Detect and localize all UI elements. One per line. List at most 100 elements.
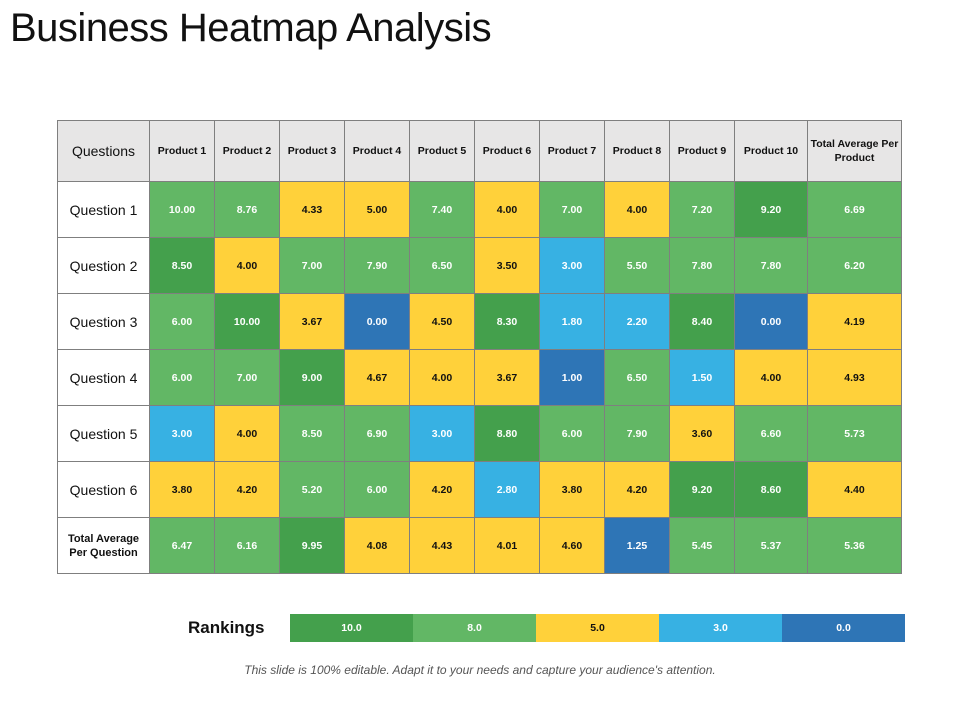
heatmap-cell: 4.19 (807, 293, 902, 350)
heatmap-cell: 7.90 (344, 237, 410, 294)
column-header: Product 1 (149, 120, 215, 182)
heatmap-row: Question 3 6.00 10.00 3.67 0.00 4.50 8.30 1.80 2… (57, 293, 902, 350)
row-label: Question 1 (57, 181, 150, 238)
heatmap-cell: 10.00 (149, 181, 215, 238)
heatmap-table: Questions Product 1 Product 2 Product 3 Pro… (57, 120, 902, 574)
heatmap-cell: 6.20 (807, 237, 902, 294)
heatmap-cell: 4.00 (214, 405, 280, 462)
heatmap-row: Question 1 10.00 8.76 4.33 5.00 7.40 4.00 7.00 4… (57, 181, 902, 238)
rankings-legend: 10.0 8.0 5.0 3.0 0.0 (290, 614, 905, 642)
heatmap-cell: 4.43 (409, 517, 475, 574)
heatmap-cell: 3.60 (669, 405, 735, 462)
corner-label: Questions (57, 120, 150, 182)
heatmap-cell: 3.80 (539, 461, 605, 518)
heatmap-cell: 7.80 (669, 237, 735, 294)
heatmap-cell: 5.73 (807, 405, 902, 462)
heatmap-cell: 4.67 (344, 349, 410, 406)
heatmap-cell: 4.08 (344, 517, 410, 574)
column-header: Total Average Per Product (807, 120, 902, 182)
heatmap-cell: 6.50 (409, 237, 475, 294)
heatmap-cell: 5.50 (604, 237, 670, 294)
ranking-swatch: 0.0 (782, 614, 905, 642)
heatmap-cell: 7.40 (409, 181, 475, 238)
row-label: Total Average Per Question (57, 517, 150, 574)
heatmap-cell: 2.20 (604, 293, 670, 350)
ranking-swatch: 8.0 (413, 614, 536, 642)
heatmap-cell: 7.20 (669, 181, 735, 238)
heatmap-cell: 3.80 (149, 461, 215, 518)
heatmap-cell: 4.00 (734, 349, 808, 406)
heatmap-cell: 3.00 (539, 237, 605, 294)
column-header: Product 2 (214, 120, 280, 182)
heatmap-cell: 7.90 (604, 405, 670, 462)
heatmap-cell: 1.25 (604, 517, 670, 574)
heatmap-cell: 4.50 (409, 293, 475, 350)
heatmap-cell: 7.00 (539, 181, 605, 238)
heatmap-cell: 6.90 (344, 405, 410, 462)
heatmap-cell: 6.16 (214, 517, 280, 574)
heatmap-body: Question 1 10.00 8.76 4.33 5.00 7.40 4.00 7.00 4… (57, 181, 902, 574)
heatmap-cell: 4.20 (214, 461, 280, 518)
heatmap-cell: 7.00 (279, 237, 345, 294)
ranking-swatch: 3.0 (659, 614, 782, 642)
heatmap-cell: 8.40 (669, 293, 735, 350)
heatmap-cell: 2.80 (474, 461, 540, 518)
heatmap-cell: 6.00 (149, 293, 215, 350)
heatmap-cell: 4.01 (474, 517, 540, 574)
heatmap-row: Question 2 8.50 4.00 7.00 7.90 6.50 3.50 3.00 5.… (57, 237, 902, 294)
heatmap-cell: 3.67 (279, 293, 345, 350)
column-header: Product 3 (279, 120, 345, 182)
heatmap-row: Question 6 3.80 4.20 5.20 6.00 4.20 2.80 3.80 4.… (57, 461, 902, 518)
heatmap-cell: 6.69 (807, 181, 902, 238)
column-header: Product 9 (669, 120, 735, 182)
row-label: Question 6 (57, 461, 150, 518)
heatmap-cell: 6.50 (604, 349, 670, 406)
heatmap-cell: 7.00 (214, 349, 280, 406)
row-label: Question 3 (57, 293, 150, 350)
column-header: Product 10 (734, 120, 808, 182)
column-header: Product 4 (344, 120, 410, 182)
heatmap-cell: 4.00 (214, 237, 280, 294)
heatmap-cell: 5.45 (669, 517, 735, 574)
heatmap-cell: 5.36 (807, 517, 902, 574)
ranking-swatch: 5.0 (536, 614, 659, 642)
heatmap-cell: 0.00 (734, 293, 808, 350)
heatmap-cell: 3.00 (409, 405, 475, 462)
heatmap-cell: 5.20 (279, 461, 345, 518)
heatmap-cell: 4.00 (604, 181, 670, 238)
column-header: Product 7 (539, 120, 605, 182)
ranking-swatch: 10.0 (290, 614, 413, 642)
heatmap-row: Question 4 6.00 7.00 9.00 4.67 4.00 3.67 1.00 6.… (57, 349, 902, 406)
heatmap-header-row: Questions Product 1 Product 2 Product 3 Pro… (57, 120, 902, 182)
heatmap-cell: 1.00 (539, 349, 605, 406)
heatmap-cell: 4.60 (539, 517, 605, 574)
heatmap-row: Question 5 3.00 4.00 8.50 6.90 3.00 8.80 6.00 7.… (57, 405, 902, 462)
heatmap-cell: 9.20 (669, 461, 735, 518)
heatmap-cell: 4.00 (409, 349, 475, 406)
heatmap-cell: 4.33 (279, 181, 345, 238)
heatmap-cell: 5.00 (344, 181, 410, 238)
heatmap-cell: 8.76 (214, 181, 280, 238)
heatmap-cell: 8.60 (734, 461, 808, 518)
heatmap-row: Total Average Per Question 6.47 6.16 9.95 4.… (57, 517, 902, 574)
row-label: Question 4 (57, 349, 150, 406)
heatmap-cell: 4.20 (409, 461, 475, 518)
row-label: Question 5 (57, 405, 150, 462)
heatmap-cell: 1.50 (669, 349, 735, 406)
heatmap-cell: 5.37 (734, 517, 808, 574)
row-label: Question 2 (57, 237, 150, 294)
heatmap-cell: 6.60 (734, 405, 808, 462)
heatmap-cell: 1.80 (539, 293, 605, 350)
page-title: Business Heatmap Analysis (10, 6, 492, 50)
heatmap-cell: 4.93 (807, 349, 902, 406)
heatmap-cell: 8.80 (474, 405, 540, 462)
column-header: Product 8 (604, 120, 670, 182)
heatmap-cell: 0.00 (344, 293, 410, 350)
heatmap-cell: 3.00 (149, 405, 215, 462)
heatmap-cell: 8.50 (279, 405, 345, 462)
heatmap-cell: 3.50 (474, 237, 540, 294)
column-header: Product 5 (409, 120, 475, 182)
heatmap-cell: 9.20 (734, 181, 808, 238)
heatmap-cell: 6.00 (149, 349, 215, 406)
heatmap-cell: 7.80 (734, 237, 808, 294)
